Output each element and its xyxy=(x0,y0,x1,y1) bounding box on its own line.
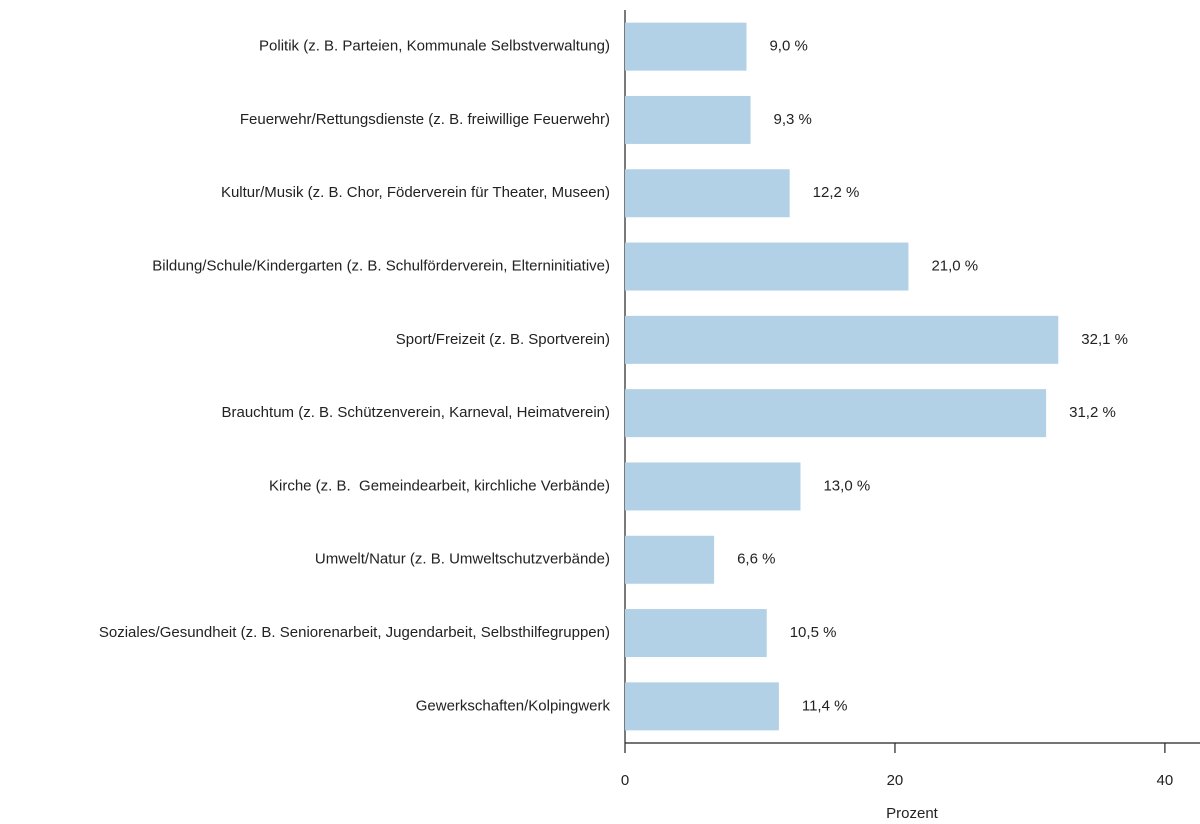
category-label: Bildung/Schule/Kindergarten (z. B. Schul… xyxy=(152,258,610,275)
value-label: 10,5 % xyxy=(790,624,837,641)
value-label: 13,0 % xyxy=(823,477,870,494)
x-tick-label: 20 xyxy=(887,772,904,789)
x-tick-label: 40 xyxy=(1157,772,1174,789)
value-label: 9,0 % xyxy=(769,38,807,55)
x-axis-label: Prozent xyxy=(886,805,939,822)
bar xyxy=(625,315,1059,364)
category-label: Soziales/Gesundheit (z. B. Seniorenarbei… xyxy=(99,624,610,641)
value-label: 32,1 % xyxy=(1081,331,1128,348)
category-label: Gewerkschaften/Kolpingwerk xyxy=(416,697,611,714)
bar xyxy=(625,169,790,218)
category-label: Politik (z. B. Parteien, Kommunale Selbs… xyxy=(259,38,610,55)
value-label: 11,4 % xyxy=(802,697,848,714)
category-label: Kultur/Musik (z. B. Chor, Föderverein fü… xyxy=(221,184,610,201)
bar xyxy=(625,462,801,511)
bar xyxy=(625,535,715,584)
bar xyxy=(625,682,779,731)
bar xyxy=(625,389,1047,438)
x-tick-label: 0 xyxy=(621,772,629,789)
bar xyxy=(625,242,909,291)
value-label: 9,3 % xyxy=(774,111,812,128)
category-label: Kirche (z. B. Gemeindearbeit, kirchliche… xyxy=(269,477,610,494)
category-label: Sport/Freizeit (z. B. Sportverein) xyxy=(396,331,610,348)
category-label: Brauchtum (z. B. Schützenverein, Karneva… xyxy=(222,404,611,421)
value-label: 21,0 % xyxy=(931,258,978,275)
category-label: Umwelt/Natur (z. B. Umweltschutzverbände… xyxy=(315,551,610,568)
bar xyxy=(625,609,767,658)
bar xyxy=(625,95,751,144)
value-label: 6,6 % xyxy=(737,551,775,568)
bar xyxy=(625,22,747,71)
category-label: Feuerwehr/Rettungsdienste (z. B. freiwil… xyxy=(240,111,610,128)
value-label: 31,2 % xyxy=(1069,404,1116,421)
value-label: 12,2 % xyxy=(813,184,860,201)
